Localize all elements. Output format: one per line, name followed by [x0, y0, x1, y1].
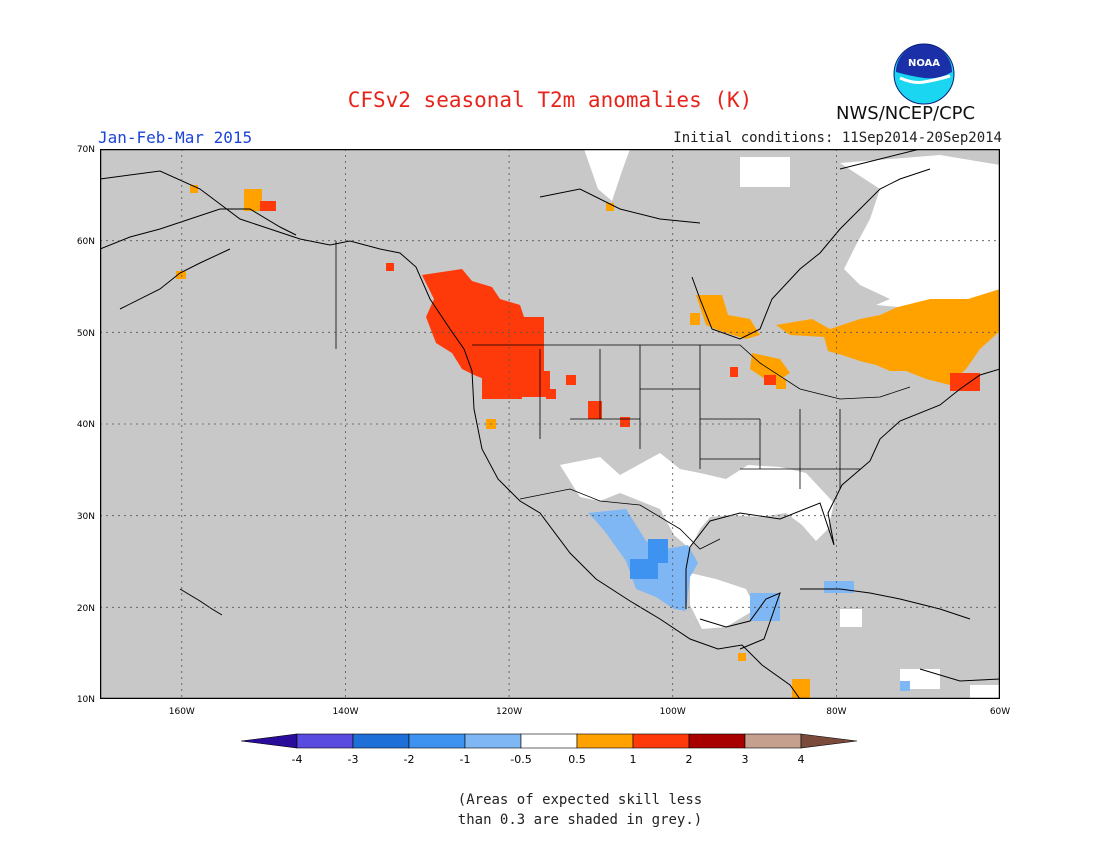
colorbar-swatch [520, 733, 578, 749]
skill-note-line1: (Areas of expected skill less [457, 792, 703, 808]
noaa-logo: NOAA [893, 43, 955, 105]
lat-axis: 70N 60N 50N 40N 30N 20N 10N [77, 145, 95, 705]
colorbar-swatch [744, 733, 802, 749]
cold-anomaly-patches [588, 509, 910, 691]
lon-axis: 160W 140W 120W 100W 80W 60W [169, 707, 1011, 717]
coastlines [100, 149, 1000, 699]
lat-label-50n: 50N [77, 329, 95, 339]
warm-anomaly-patches [176, 169, 1000, 699]
colorbar-swatch [352, 733, 410, 749]
colorbar-label: 4 [798, 753, 805, 766]
lat-label-20n: 20N [77, 604, 95, 614]
lon-label-120w: 120W [496, 707, 522, 717]
anomaly-map [100, 149, 1000, 699]
chart-title: CFSv2 seasonal T2m anomalies (K) [347, 88, 753, 112]
colorbar-label: -1 [460, 753, 471, 766]
colorbar-swatch [464, 733, 522, 749]
lat-label-40n: 40N [77, 420, 95, 430]
colorbar: -4 -3 -2 -1 -0.5 0.5 1 2 3 4 [240, 733, 858, 766]
colorbar-arrow-low [240, 733, 298, 749]
colorbar-label: 0.5 [568, 753, 586, 766]
colorbar-swatch [408, 733, 466, 749]
colorbar-label: -3 [348, 753, 359, 766]
colorbar-label: -4 [292, 753, 303, 766]
colorbar-label: 2 [686, 753, 693, 766]
neutral-patches [560, 149, 1000, 699]
colorbar-ticks: -4 -3 -2 -1 -0.5 0.5 1 2 3 4 [292, 753, 805, 766]
colorbar-label: -2 [404, 753, 415, 766]
lat-label-70n: 70N [77, 145, 95, 155]
lon-label-80w: 80W [826, 707, 846, 717]
colorbar-swatch [296, 733, 354, 749]
colorbar-swatches [240, 733, 858, 749]
colorbar-swatch [688, 733, 746, 749]
colorbar-label: 1 [630, 753, 637, 766]
initial-conditions: Initial conditions: 11Sep2014-20Sep2014 [673, 130, 1002, 146]
map-frame [100, 149, 1000, 699]
forecast-period: Jan-Feb-Mar 2015 [98, 128, 253, 147]
lon-label-60w: 60W [990, 707, 1010, 717]
skill-note-line2: than 0.3 are shaded in grey.) [457, 812, 703, 828]
lon-label-160w: 160W [169, 707, 195, 717]
colorbar-label: -0.5 [510, 753, 531, 766]
lat-label-60n: 60N [77, 237, 95, 247]
lat-label-10n: 10N [77, 695, 95, 705]
lat-label-30n: 30N [77, 512, 95, 522]
political-borders [335, 241, 911, 550]
agency-label: NWS/NCEP/CPC [836, 103, 976, 124]
lon-label-140w: 140W [332, 707, 358, 717]
colorbar-swatch [576, 733, 634, 749]
skill-note: (Areas of expected skill less than 0.3 a… [400, 790, 760, 830]
colorbar-swatch [632, 733, 690, 749]
noaa-logo-text: NOAA [908, 58, 940, 69]
colorbar-label: 3 [742, 753, 749, 766]
lon-label-100w: 100W [660, 707, 686, 717]
colorbar-arrow-high [800, 733, 858, 749]
map-grid [100, 149, 1000, 699]
